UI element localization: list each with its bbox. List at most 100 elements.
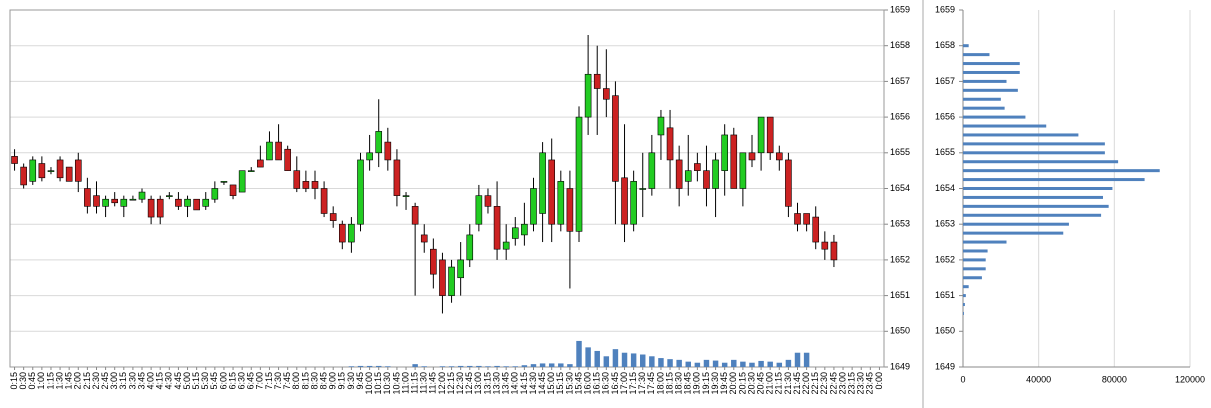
- x-tick-label: 13:00: [473, 372, 483, 395]
- y-tick-label: 1650: [935, 326, 955, 336]
- volume-bar: [530, 364, 537, 367]
- volume-bar: [512, 366, 519, 367]
- x-tick-label: 18:15: [664, 372, 674, 395]
- x-tick-label: 18:45: [683, 372, 693, 395]
- x-tick-label: 6:45: [246, 372, 256, 390]
- y-tick-label: 1654: [890, 183, 910, 193]
- candle-body: [56, 159, 64, 179]
- candle-body: [639, 188, 647, 190]
- x-tick-label: 23:15: [847, 372, 857, 395]
- candle-body: [20, 166, 27, 186]
- y-tick-label: 1652: [935, 254, 955, 264]
- volume-bar: [803, 352, 810, 367]
- x-tick-label: 22:45: [828, 372, 838, 395]
- candle-body: [284, 148, 291, 171]
- volume-bar: [585, 347, 591, 367]
- candle-body: [511, 227, 519, 239]
- x-tick-label: 13:30: [491, 372, 501, 395]
- candle-body: [712, 159, 719, 189]
- candle-body: [74, 159, 82, 182]
- candle-body: [129, 198, 137, 201]
- x-tick-label: 9:30: [346, 372, 356, 390]
- volume-bar: [603, 356, 610, 367]
- bar: [963, 276, 982, 280]
- candle-body: [593, 73, 601, 89]
- volume-bar: [794, 352, 801, 367]
- x-tick-label: 15:45: [573, 372, 583, 395]
- bar: [963, 44, 969, 48]
- candle-body: [193, 198, 200, 211]
- x-tick-label: 4:30: [164, 372, 174, 390]
- candle-body: [821, 241, 829, 250]
- x-tick-label: 21:15: [774, 372, 784, 395]
- volume-bar: [621, 352, 628, 367]
- x-tick-label: 21:45: [792, 372, 802, 395]
- y-tick-label: 1651: [890, 290, 910, 300]
- x-tick-label: 14:00: [510, 372, 520, 395]
- x-tick-label: 20:30: [746, 372, 756, 395]
- x-tick-label: 12:45: [464, 372, 474, 395]
- x-tick-label: 23:00: [837, 372, 847, 395]
- volume-bar: [758, 360, 764, 367]
- candle-body: [530, 188, 537, 225]
- x-tick-label: 20:45: [755, 372, 765, 395]
- x-tick-label: 7:00: [255, 372, 265, 390]
- volume-bar: [357, 365, 364, 367]
- volume-bar: [448, 366, 455, 367]
- candle-body: [666, 127, 674, 161]
- candle-body: [803, 213, 810, 225]
- x-tick-label: 11:45: [428, 372, 438, 394]
- x-tick-label: 13:15: [482, 372, 492, 395]
- x-tick-label: 7:30: [273, 372, 283, 390]
- x-tick-label: 14:30: [528, 372, 538, 395]
- y-tick-label: 1650: [890, 326, 910, 336]
- plot-border: [9, 9, 885, 368]
- bar: [963, 222, 1069, 226]
- bar: [963, 267, 986, 271]
- bar: [963, 142, 1105, 146]
- y-tick-label: 1658: [890, 40, 910, 50]
- volume-bar: [467, 365, 473, 367]
- bar: [963, 285, 969, 289]
- volume-bar: [649, 356, 655, 367]
- candle-body: [766, 116, 774, 154]
- x-tick-label: 5:15: [191, 372, 201, 390]
- x-tick-label: 6:15: [227, 372, 237, 390]
- x-tick-label: 22:30: [819, 372, 829, 395]
- bar: [963, 231, 1064, 235]
- candle-body: [475, 195, 483, 225]
- volume-bar: [558, 363, 564, 367]
- candle-body: [366, 152, 373, 161]
- candle-body: [493, 206, 501, 250]
- candle-body: [184, 198, 191, 207]
- x-tick-label: 20:00: [728, 372, 738, 395]
- x-tick-label: 1:30: [54, 372, 64, 390]
- volume-bar: [366, 365, 373, 367]
- y-tick-label: 1657: [890, 76, 910, 86]
- bar: [963, 70, 1020, 74]
- y-tick-label: 1654: [935, 183, 955, 193]
- candle-body: [584, 73, 592, 118]
- x-tick-label: 18:00: [655, 372, 665, 395]
- candle-body: [211, 188, 219, 200]
- candle-body: [694, 163, 701, 171]
- volume-bar: [658, 358, 664, 367]
- bar: [963, 294, 966, 298]
- bar: [963, 88, 1018, 92]
- y-tick-label: 1659: [890, 4, 910, 14]
- x-tick-label: 0: [960, 374, 965, 384]
- candle-body: [648, 152, 656, 189]
- bar: [963, 160, 1119, 164]
- candle-body: [548, 159, 556, 225]
- volume-bar: [594, 350, 600, 367]
- candle-body: [657, 116, 665, 136]
- y-tick-label: 1652: [890, 254, 910, 264]
- bar: [963, 213, 1102, 217]
- candle-body: [457, 259, 464, 279]
- candle-body: [357, 159, 364, 225]
- x-tick-label: 5:00: [182, 372, 192, 390]
- candle-body: [466, 234, 474, 261]
